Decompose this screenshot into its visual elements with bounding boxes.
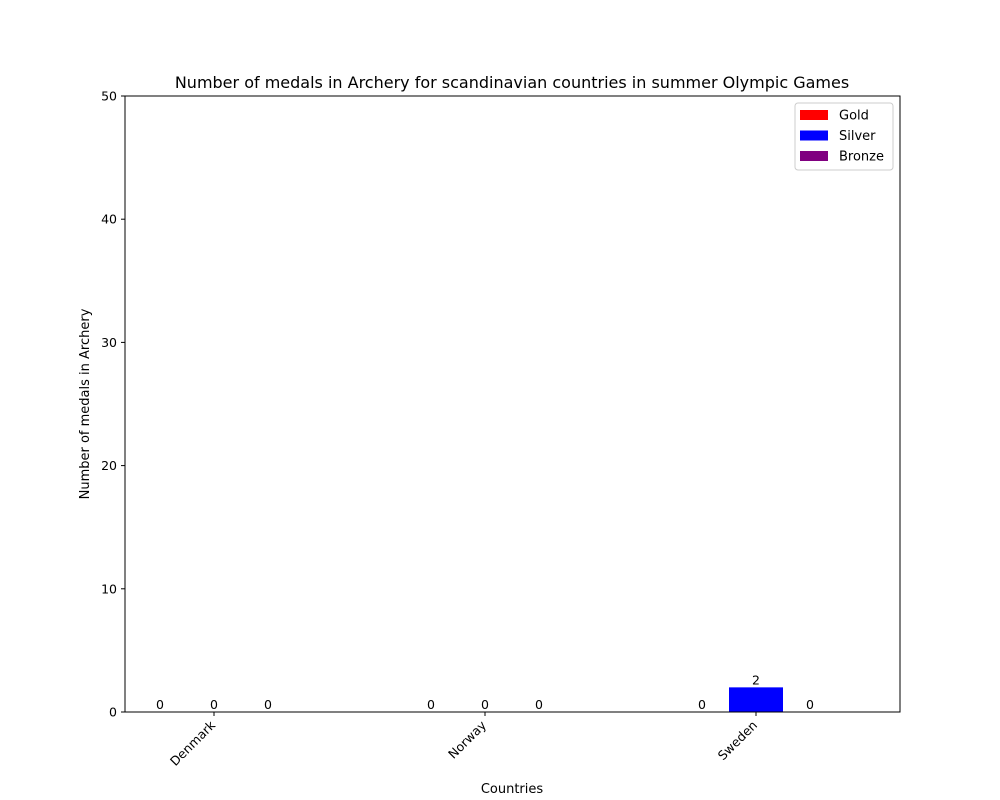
legend-swatch-silver bbox=[800, 130, 828, 141]
bar-value-label: 0 bbox=[210, 697, 218, 712]
bar-value-label: 0 bbox=[481, 697, 489, 712]
bar-value-label: 0 bbox=[156, 697, 164, 712]
y-axis: 0 10 20 30 40 50 bbox=[101, 89, 125, 720]
legend: Gold Silver Bronze bbox=[794, 102, 894, 171]
y-tick-label: 20 bbox=[101, 458, 117, 473]
legend-label-silver: Silver bbox=[839, 129, 876, 144]
x-tick-label-norway: Norway bbox=[445, 717, 490, 762]
bars-group bbox=[729, 687, 783, 712]
y-tick-label: 30 bbox=[101, 335, 117, 350]
bar-silver-sweden bbox=[729, 687, 783, 712]
bar-value-label: 0 bbox=[535, 697, 543, 712]
chart-title: Number of medals in Archery for scandina… bbox=[175, 73, 849, 92]
x-tick-label-denmark: Denmark bbox=[167, 717, 219, 769]
bar-value-label: 0 bbox=[698, 697, 706, 712]
x-tick-label-sweden: Sweden bbox=[715, 718, 761, 764]
y-tick-label: 40 bbox=[101, 212, 117, 227]
y-tick-label: 50 bbox=[101, 89, 117, 104]
legend-swatch-gold bbox=[800, 110, 828, 120]
bar-value-label: 0 bbox=[427, 697, 435, 712]
bar-value-label: 0 bbox=[806, 697, 814, 712]
bar-value-label: 2 bbox=[752, 672, 760, 687]
x-axis: Denmark Norway Sweden bbox=[167, 712, 760, 769]
legend-label-gold: Gold bbox=[839, 109, 869, 124]
bar-labels-group: 0 0 0 0 0 2 0 0 0 bbox=[156, 672, 814, 712]
legend-label-bronze: Bronze bbox=[839, 150, 884, 165]
y-tick-label: 0 bbox=[109, 705, 117, 720]
bar-value-label: 0 bbox=[264, 697, 272, 712]
plot-frame bbox=[124, 95, 901, 713]
legend-swatch-bronze bbox=[800, 151, 828, 161]
x-axis-label: Countries bbox=[481, 782, 544, 797]
y-tick-label: 10 bbox=[101, 581, 117, 596]
y-axis-label: Number of medals in Archery bbox=[78, 308, 93, 499]
